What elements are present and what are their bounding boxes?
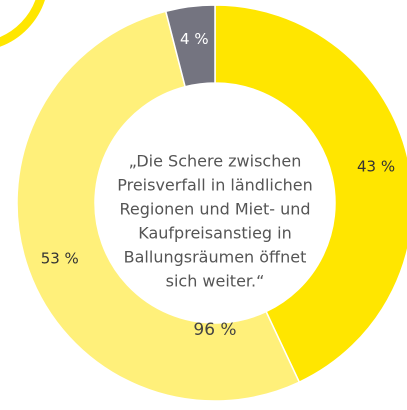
center-value: 96 % bbox=[193, 320, 236, 340]
center-text-line: Regionen und Miet- und bbox=[119, 200, 310, 219]
decoration-arc bbox=[0, 0, 45, 47]
segment-label: 4 % bbox=[180, 30, 209, 48]
donut-segment bbox=[214, 4, 407, 384]
center-text-line: „Die Schere zwischen bbox=[129, 152, 302, 171]
donut-segment bbox=[16, 10, 301, 402]
center-text-line: Kaufpreisanstieg in bbox=[138, 224, 291, 243]
donut-segment bbox=[164, 4, 216, 88]
segment-label: 43 % bbox=[357, 158, 395, 176]
center-text-line: sich weiter.“ bbox=[166, 272, 265, 291]
center-text-line: Ballungsräumen öffnet bbox=[124, 248, 307, 267]
center-text-line: Preisverfall in ländlichen bbox=[117, 176, 313, 195]
segment-label: 53 % bbox=[41, 249, 79, 267]
